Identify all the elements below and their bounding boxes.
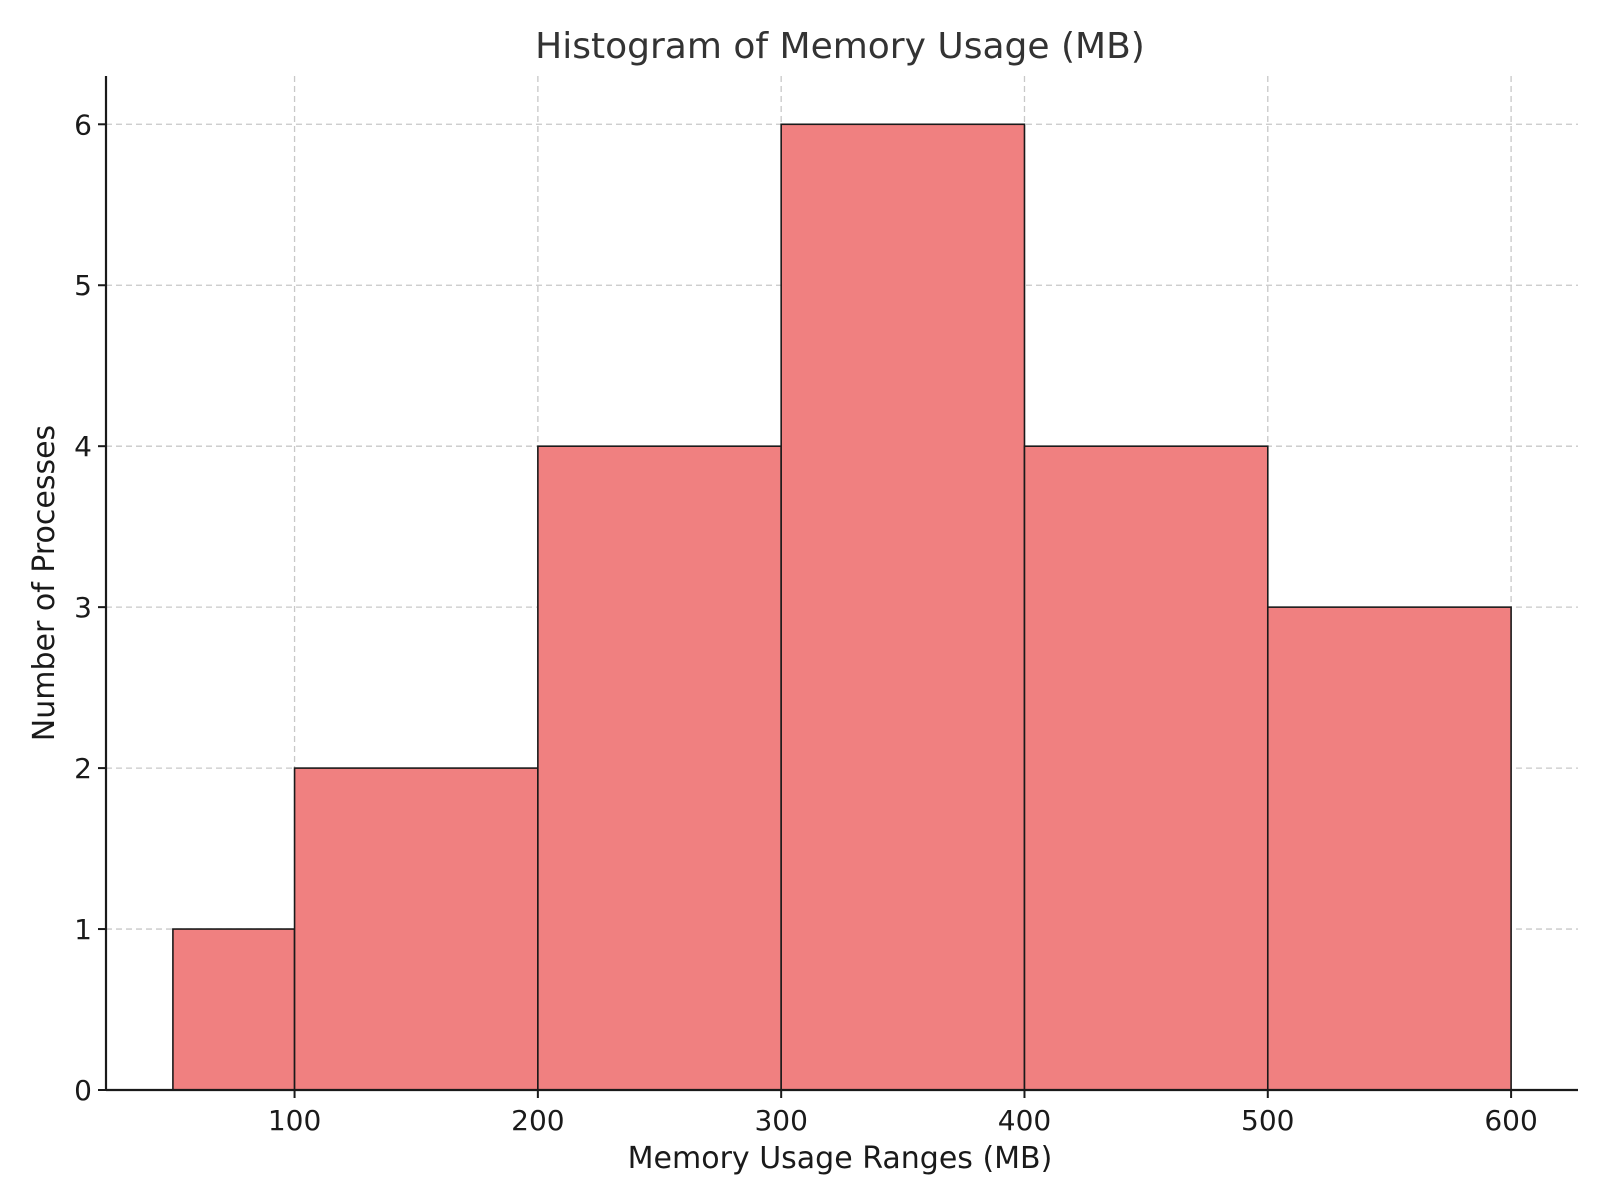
x-tick-label-200: 200 — [511, 1104, 564, 1137]
y-tick-label-1: 1 — [74, 913, 92, 946]
histogram-bar-100-200 — [293, 767, 539, 1091]
bars-layer — [172, 123, 1512, 1091]
x-tick-label-400: 400 — [998, 1104, 1051, 1137]
y-tick-label-4: 4 — [74, 430, 92, 463]
axes-layer — [104, 76, 1578, 1092]
histogram-bar-200-300 — [537, 445, 782, 1091]
x-axis-label: Memory Usage Ranges (MB) — [628, 1141, 1053, 1176]
y-tick-label-2: 2 — [74, 752, 92, 785]
ticks-layer: 100 200 300 400 500 600 0 1 2 3 4 5 6 — [74, 108, 1538, 1137]
x-tick-label-500: 500 — [1241, 1104, 1294, 1137]
histogram-bar-400-500 — [1023, 445, 1269, 1091]
histogram-bar-500-600 — [1266, 606, 1512, 1091]
y-axis-label: Number of Processes — [27, 425, 62, 741]
y-tick-label-5: 5 — [74, 269, 92, 302]
x-tick-label-600: 600 — [1484, 1104, 1537, 1137]
chart-title: Histogram of Memory Usage (MB) — [535, 26, 1145, 67]
y-tick-label-3: 3 — [74, 591, 92, 624]
histogram-bar-50-100 — [172, 928, 296, 1091]
histogram-bar-300-400 — [780, 123, 1026, 1091]
y-tick-label-6: 6 — [74, 108, 92, 141]
x-tick-label-300: 300 — [754, 1104, 807, 1137]
x-tick-label-100: 100 — [268, 1104, 321, 1137]
y-tick-label-0: 0 — [74, 1074, 92, 1107]
